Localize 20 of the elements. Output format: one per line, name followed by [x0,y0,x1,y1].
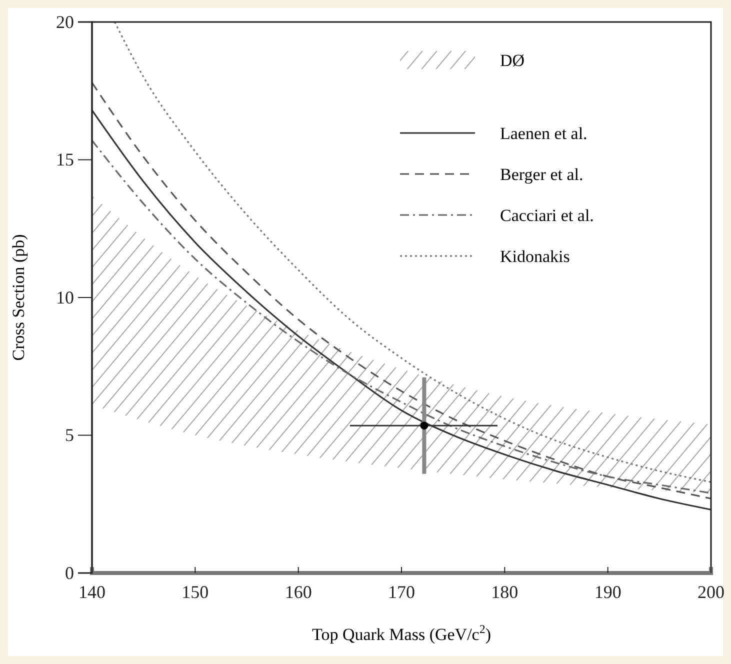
x-tick-label: 150 [182,582,209,602]
x-tick-label: 160 [284,582,312,602]
legend-label: Berger et al. [500,165,584,184]
legend-label: DØ [500,51,525,70]
x-tick-label: 140 [78,582,106,602]
legend-label: Kidonakis [500,247,570,266]
y-tick-label: 15 [56,150,74,170]
x-tick-label: 190 [594,582,622,602]
y-axis-title: Cross Section (pb) [9,234,28,361]
y-tick-label: 0 [65,562,74,583]
legend-label: Cacciari et al. [500,206,594,225]
y-tick-label: 20 [56,12,74,32]
y-tick-label: 5 [65,425,74,446]
legend-label: Laenen et al. [500,124,588,143]
line-series [114,22,711,483]
x-tick-label: 200 [698,582,724,602]
x-axis-title: Top Quark Mass (GeV/c$^{2}$) [312,622,491,644]
x-tick-label: 180 [491,582,518,602]
x-tick-label: 170 [388,582,415,602]
y-tick-label: 10 [56,287,74,308]
